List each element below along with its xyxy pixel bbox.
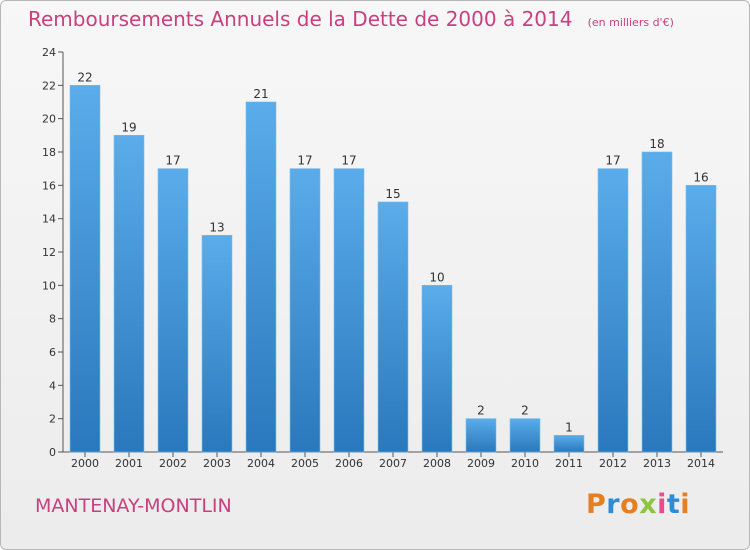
bar-2001: [113, 135, 145, 453]
logo-letter: t: [666, 489, 681, 520]
data-label-2012: 17: [605, 154, 620, 168]
chart-title: Remboursements Annuels de la Dette de 20…: [28, 7, 573, 31]
y-tick-label: 8: [49, 313, 56, 326]
x-tick-label: 2007: [379, 457, 407, 470]
x-tick-label: 2013: [643, 457, 671, 470]
logo-letter: o: [620, 489, 640, 520]
data-label-2004: 21: [253, 87, 268, 101]
data-label-2002: 17: [165, 154, 180, 168]
y-tick-label: 10: [42, 279, 56, 292]
x-tick-label: 2001: [115, 457, 143, 470]
bar-2008: [421, 285, 453, 453]
data-label-2013: 18: [649, 137, 664, 151]
bar-2002: [157, 168, 189, 453]
bar-2010: [509, 418, 541, 453]
y-tick-label: 6: [49, 346, 56, 359]
logo-letter: x: [639, 489, 658, 520]
y-tick-label: 16: [42, 179, 56, 192]
data-label-2006: 17: [341, 154, 356, 168]
y-tick-label: 22: [42, 79, 56, 92]
x-tick-label: 2014: [687, 457, 715, 470]
y-tick-label: 18: [42, 146, 56, 159]
data-label-2010: 2: [521, 404, 529, 418]
data-label-2001: 19: [121, 120, 136, 134]
x-tick-label: 2005: [291, 457, 319, 470]
x-tick-label: 2012: [599, 457, 627, 470]
x-tick-label: 2011: [555, 457, 583, 470]
x-tick-label: 2002: [159, 457, 187, 470]
bar-2006: [333, 168, 365, 453]
bar-2007: [377, 201, 409, 453]
data-label-2007: 15: [385, 187, 400, 201]
x-tick-label: 2003: [203, 457, 231, 470]
title-block: Remboursements Annuels de la Dette de 20…: [28, 7, 674, 31]
y-tick-label: 24: [42, 46, 56, 59]
bar-2013: [641, 151, 673, 453]
commune-name: MANTENAY-MONTLIN: [35, 495, 232, 517]
x-tick-label: 2006: [335, 457, 363, 470]
data-label-2005: 17: [297, 154, 312, 168]
bar-2004: [245, 101, 277, 453]
logo-letter: i: [680, 489, 691, 520]
data-label-2011: 1: [565, 420, 573, 434]
data-label-2014: 16: [693, 170, 708, 184]
data-label-2003: 13: [209, 220, 224, 234]
bar-2009: [465, 418, 497, 453]
proxiti-logo[interactable]: Proxiti: [586, 489, 690, 520]
x-tick-label: 2008: [423, 457, 451, 470]
data-label-2009: 2: [477, 404, 485, 418]
logo-letter: r: [606, 489, 621, 520]
y-tick-label: 0: [49, 446, 56, 459]
bar-2003: [201, 235, 233, 453]
data-label-2008: 10: [429, 270, 444, 284]
bar-2012: [597, 168, 629, 453]
x-tick-label: 2010: [511, 457, 539, 470]
logo-letter: i: [657, 489, 667, 520]
y-tick-label: 12: [42, 246, 56, 259]
bars: [69, 85, 717, 453]
y-tick-label: 20: [42, 113, 56, 126]
bar-2005: [289, 168, 321, 453]
bar-2000: [69, 85, 101, 453]
x-tick-label: 2000: [71, 457, 99, 470]
y-tick-label: 2: [49, 413, 56, 426]
y-tick-label: 4: [49, 379, 56, 392]
bar-2014: [685, 185, 717, 453]
data-label-2000: 22: [77, 70, 92, 84]
chart-unit: (en milliers d'€): [587, 16, 674, 29]
y-tick-label: 14: [42, 213, 56, 226]
x-tick-label: 2009: [467, 457, 495, 470]
x-axis: 2000 2001 2002 2003 2004 2005 2006 2007 2008 2009…: [63, 451, 723, 470]
bar-2011: [553, 435, 585, 453]
x-tick-label: 2004: [247, 457, 275, 470]
logo-letter: P: [586, 489, 607, 520]
